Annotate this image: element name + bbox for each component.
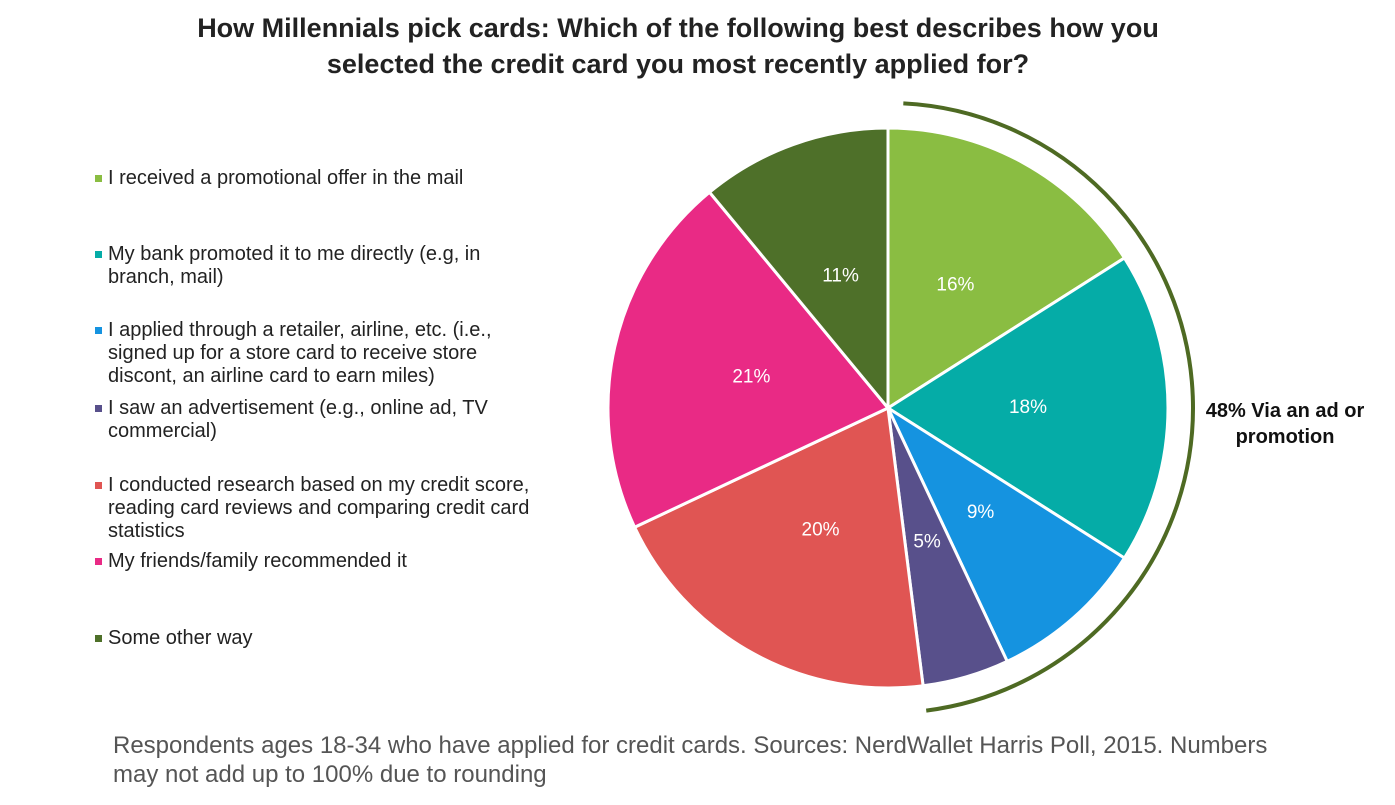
legend-marker: [95, 175, 102, 182]
legend-marker: [95, 558, 102, 565]
data-label: 16%: [936, 274, 974, 295]
legend-label: I conducted research based on my credit …: [108, 474, 530, 542]
pie-slice: [886, 126, 1127, 411]
data-label: 20%: [802, 520, 840, 541]
annotation-arc: [903, 101, 1195, 713]
legend-label: Some other way: [108, 627, 253, 649]
annotation: 48% Via an ad or promotion: [1205, 400, 1365, 448]
data-label: 18%: [1009, 397, 1047, 418]
pie-slice: [707, 126, 890, 413]
data-label: 11%: [822, 265, 859, 286]
pie-slice: [606, 190, 891, 530]
legend-marker: [95, 482, 102, 489]
legend-label: I received a promotional offer in the ma…: [108, 167, 464, 189]
legend-label: My friends/family recommended it: [108, 550, 407, 572]
pie-slice: [885, 255, 1170, 561]
legend-label: I saw an advertisement (e.g., online ad,…: [108, 397, 488, 442]
legend-marker: [95, 635, 102, 642]
legend-marker: [95, 251, 102, 258]
legend-marker: [95, 327, 102, 334]
legend-label: My bank promoted it to me directly (e.g,…: [108, 243, 481, 288]
chart-title: How Millennials pick cards: Which of the…: [197, 13, 1159, 79]
legend-marker: [95, 405, 102, 412]
legend-label: I applied through a retailer, airline, e…: [108, 319, 492, 387]
data-label: 21%: [732, 366, 770, 387]
pie-slice: [884, 403, 1127, 664]
data-label: 5%: [913, 531, 941, 552]
footnote: Respondents ages 18-34 who have applied …: [113, 732, 1268, 788]
pie-slice: [632, 405, 925, 690]
data-label: 9%: [967, 502, 995, 523]
